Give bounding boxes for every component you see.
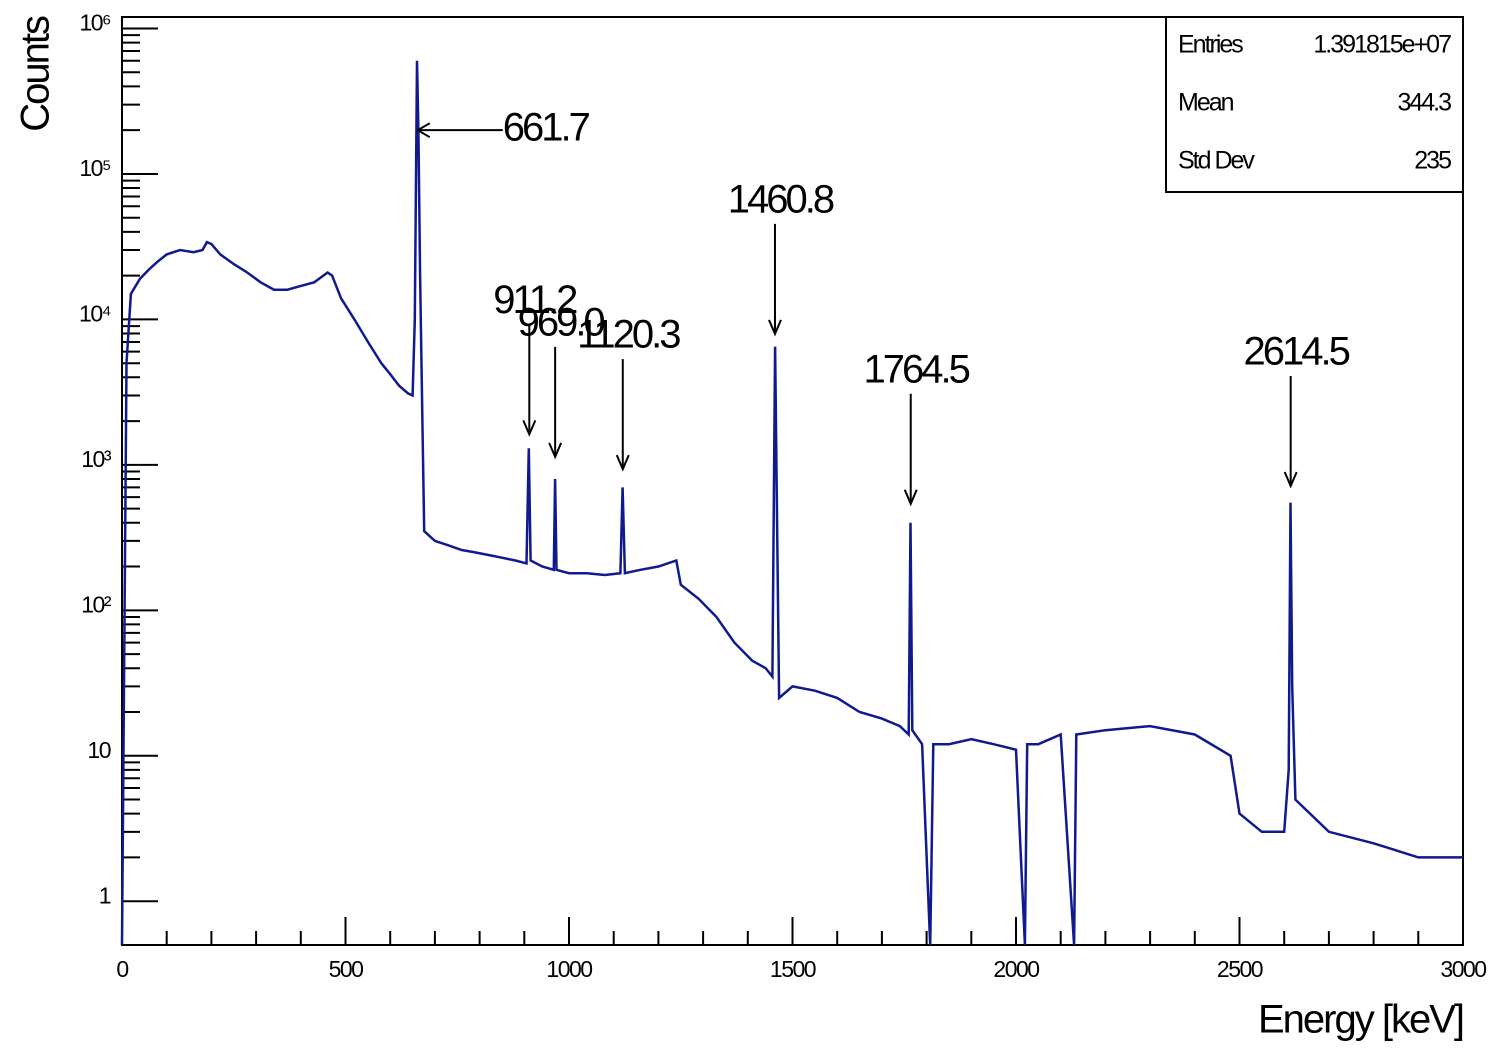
y-tick-label: 10³ — [81, 446, 112, 472]
y-tick-label: 10⁶ — [79, 10, 111, 36]
spectrum-line — [120, 60, 1463, 946]
y-tick-label: 1 — [99, 882, 111, 908]
stats-name: Entries — [1178, 31, 1243, 59]
arrow-head — [522, 419, 537, 437]
arrow-head — [415, 122, 431, 139]
x-tick-label: 1000 — [546, 956, 592, 982]
stats-value: 1.391815e+07 — [1313, 31, 1451, 59]
stats-name: Std Dev — [1178, 147, 1255, 175]
stats-value: 235 — [1414, 147, 1451, 175]
y-tick-label: 10⁵ — [79, 155, 111, 181]
arrow-head — [903, 489, 918, 507]
annotation-label: 911.2 — [493, 278, 577, 322]
stats-value: 344.3 — [1397, 89, 1451, 117]
stats-name: Mean — [1178, 89, 1234, 117]
x-tick-label: 0 — [116, 956, 128, 982]
y-axis-title: Counts — [14, 16, 58, 132]
x-tick-label: 3000 — [1440, 956, 1486, 982]
x-axis-title: Energy [keV] — [1258, 998, 1463, 1042]
annotation-label: 1120.3 — [577, 313, 680, 357]
annotation-label: 1460.8 — [728, 177, 834, 221]
annotation-label: 661.7 — [503, 106, 590, 150]
x-tick-label: 500 — [329, 956, 364, 982]
stats-box — [1165, 16, 1464, 193]
x-tick-label: 2000 — [993, 956, 1039, 982]
annotation-label: 1764.5 — [864, 347, 970, 391]
x-tick-label: 1500 — [770, 956, 816, 982]
arrow-head — [1283, 471, 1298, 489]
arrow-head — [615, 454, 630, 472]
arrow-head — [548, 442, 563, 460]
annotation-label: 2614.5 — [1244, 330, 1350, 374]
y-tick-label: 10⁴ — [79, 300, 111, 326]
x-tick-label: 2500 — [1217, 956, 1263, 982]
y-tick-label: 10 — [87, 737, 110, 763]
y-tick-label: 10² — [81, 591, 112, 617]
arrow-head — [768, 319, 782, 337]
annotation-label: 969.0 — [518, 300, 605, 344]
